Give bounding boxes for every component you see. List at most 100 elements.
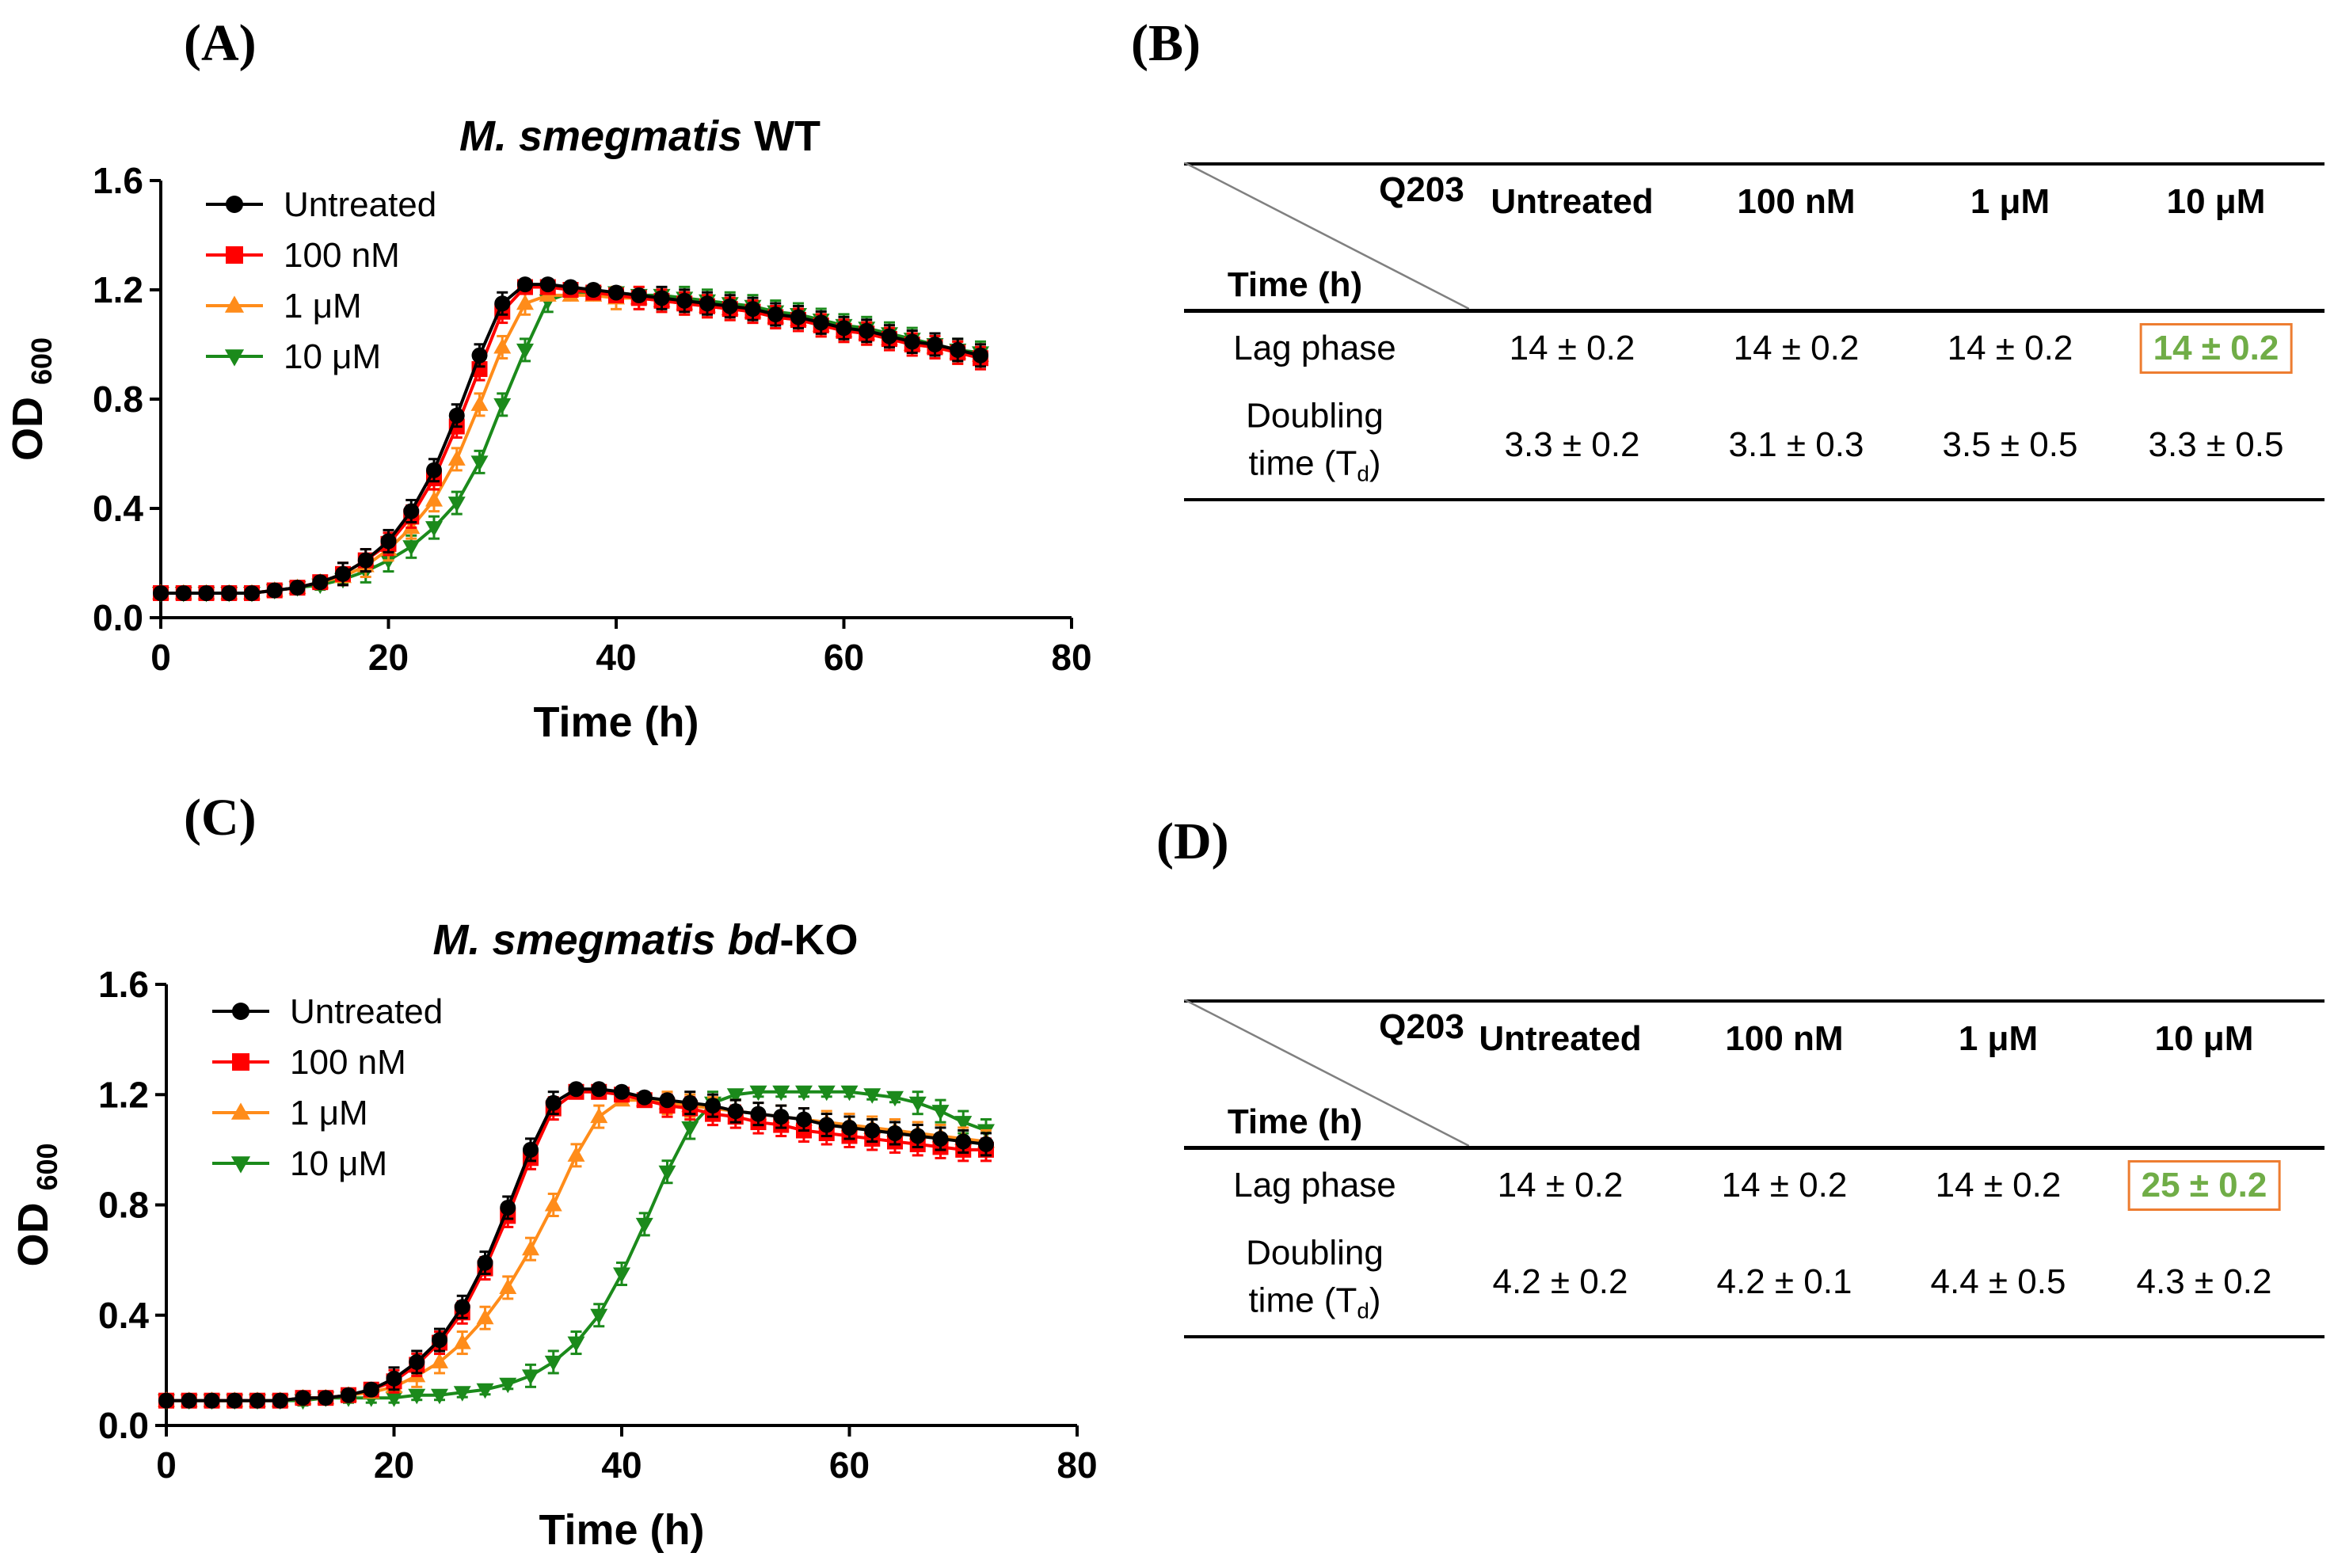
data-point — [181, 1392, 197, 1409]
data-point — [453, 1334, 471, 1349]
y-axis-label: OD 600 — [10, 1143, 63, 1266]
table-cell: 4.3 ± 0.2 — [2136, 1262, 2272, 1301]
data-point — [881, 328, 897, 344]
highlighted-lag-phase-cell: 14 ± 0.2 — [2139, 323, 2293, 374]
x-tick-label: 0 — [150, 637, 171, 678]
data-point — [978, 1136, 994, 1152]
legend-marker — [232, 1053, 249, 1071]
data-point — [659, 1092, 676, 1109]
y-tick-label: 0.8 — [98, 1185, 149, 1226]
data-point — [636, 1089, 653, 1106]
data-point — [773, 1109, 790, 1125]
y-tick-label: 0.0 — [98, 1405, 149, 1446]
data-point — [522, 1239, 539, 1256]
data-point — [476, 1383, 494, 1399]
data-point — [295, 1390, 311, 1406]
data-point — [379, 554, 398, 570]
corner-header-time: Time (h) — [1227, 1102, 1363, 1141]
legend-marker — [226, 246, 243, 264]
table-corner-diagonal — [1184, 162, 1469, 309]
y-axis-label-sub: 600 — [25, 337, 58, 385]
data-point — [973, 347, 988, 363]
data-point — [909, 1128, 926, 1144]
table-corner-diagonal — [1184, 999, 1469, 1146]
corner-header-time: Time (h) — [1227, 265, 1363, 304]
data-point — [722, 298, 738, 314]
row-label-lag-phase: Lag phase — [1233, 329, 1396, 367]
data-point — [796, 1111, 812, 1128]
data-point — [635, 1217, 653, 1234]
column-header: 100 nM — [1737, 182, 1856, 221]
data-point — [608, 284, 624, 301]
data-point — [813, 314, 829, 331]
chart-title-rest: -KO — [780, 916, 859, 964]
x-tick-label: 80 — [1051, 637, 1091, 678]
y-tick-label: 0.4 — [98, 1295, 149, 1336]
row-label-subscript: d — [1357, 1298, 1369, 1323]
panel-label-a: (A) — [184, 14, 257, 72]
data-point — [158, 1392, 174, 1409]
chart-title: M. smegmatis bd-KO — [432, 916, 858, 964]
y-tick-label: 1.6 — [93, 160, 143, 201]
data-point — [767, 306, 784, 323]
legend-label: Untreated — [284, 185, 436, 224]
data-point — [567, 1146, 585, 1162]
data-point — [567, 1336, 585, 1353]
x-tick-label: 0 — [156, 1444, 177, 1486]
table-bottom-rule — [1184, 498, 2324, 501]
chart-title-italic: M. smegmatis bd — [432, 916, 780, 964]
chart-title: M. smegmatis WT — [459, 112, 821, 160]
data-point — [335, 565, 351, 582]
data-point — [749, 1085, 767, 1102]
column-header: 1 μM — [1958, 1019, 2039, 1058]
data-point — [591, 1081, 607, 1098]
data-point — [249, 1392, 265, 1409]
data-point — [386, 1370, 402, 1387]
data-point — [840, 1085, 859, 1102]
data-point — [927, 337, 943, 352]
data-point — [727, 1103, 744, 1120]
y-tick-label: 0.0 — [93, 597, 143, 638]
legend-label: 100 nM — [284, 236, 400, 275]
data-point — [705, 1098, 721, 1114]
column-header: Untreated — [1479, 1019, 1642, 1058]
data-point — [357, 552, 374, 569]
data-point — [790, 309, 806, 325]
data-point — [682, 1094, 699, 1111]
data-point — [590, 1107, 608, 1124]
table-cell: 4.4 ± 0.5 — [1930, 1262, 2066, 1301]
data-point — [516, 343, 534, 360]
y-tick-label: 1.2 — [98, 1074, 149, 1115]
data-point — [887, 1125, 903, 1141]
data-point — [266, 582, 283, 599]
data-point — [544, 1355, 562, 1372]
growth-chart-bd-ko: M. smegmatis bd-KO 0 20 40 60 80 0.0 0.4 0.8 1.2 1… — [10, 916, 1098, 1554]
data-point — [198, 584, 215, 601]
table-cell: 3.3 ± 0.2 — [1504, 425, 1640, 464]
data-point — [818, 1117, 835, 1133]
panel-label-b: (B) — [1131, 14, 1201, 72]
table-header-rule — [1184, 1146, 2324, 1150]
table-cell: 14 ± 0.2 — [1935, 1166, 2062, 1205]
growth-chart-wt: M. smegmatis WT 0 20 40 60 80 0.0 0.4 0.8 1.2 1.6 T… — [4, 112, 1092, 746]
data-point — [385, 1391, 403, 1407]
data-point — [908, 1096, 927, 1113]
data-point — [516, 294, 534, 310]
legend-label: 100 nM — [290, 1043, 406, 1082]
x-tick-label: 20 — [368, 637, 409, 678]
data-point — [312, 574, 329, 591]
table-cell: 14 ± 0.2 — [1721, 1166, 1848, 1205]
column-header: 10 μM — [2166, 182, 2266, 221]
table-bottom-rule — [1184, 1335, 2324, 1338]
data-point — [447, 450, 466, 466]
legend-label: 1 μM — [284, 287, 362, 325]
row-label-end: ) — [1369, 443, 1381, 483]
data-point — [431, 1388, 448, 1405]
data-point — [886, 1090, 904, 1107]
data-point — [590, 1308, 608, 1325]
legend-marker — [232, 1003, 249, 1020]
chart-title-italic: M. smegmatis — [459, 112, 742, 160]
legend-label: Untreated — [290, 992, 443, 1031]
data-point — [500, 1199, 516, 1216]
legend-marker — [224, 295, 245, 313]
